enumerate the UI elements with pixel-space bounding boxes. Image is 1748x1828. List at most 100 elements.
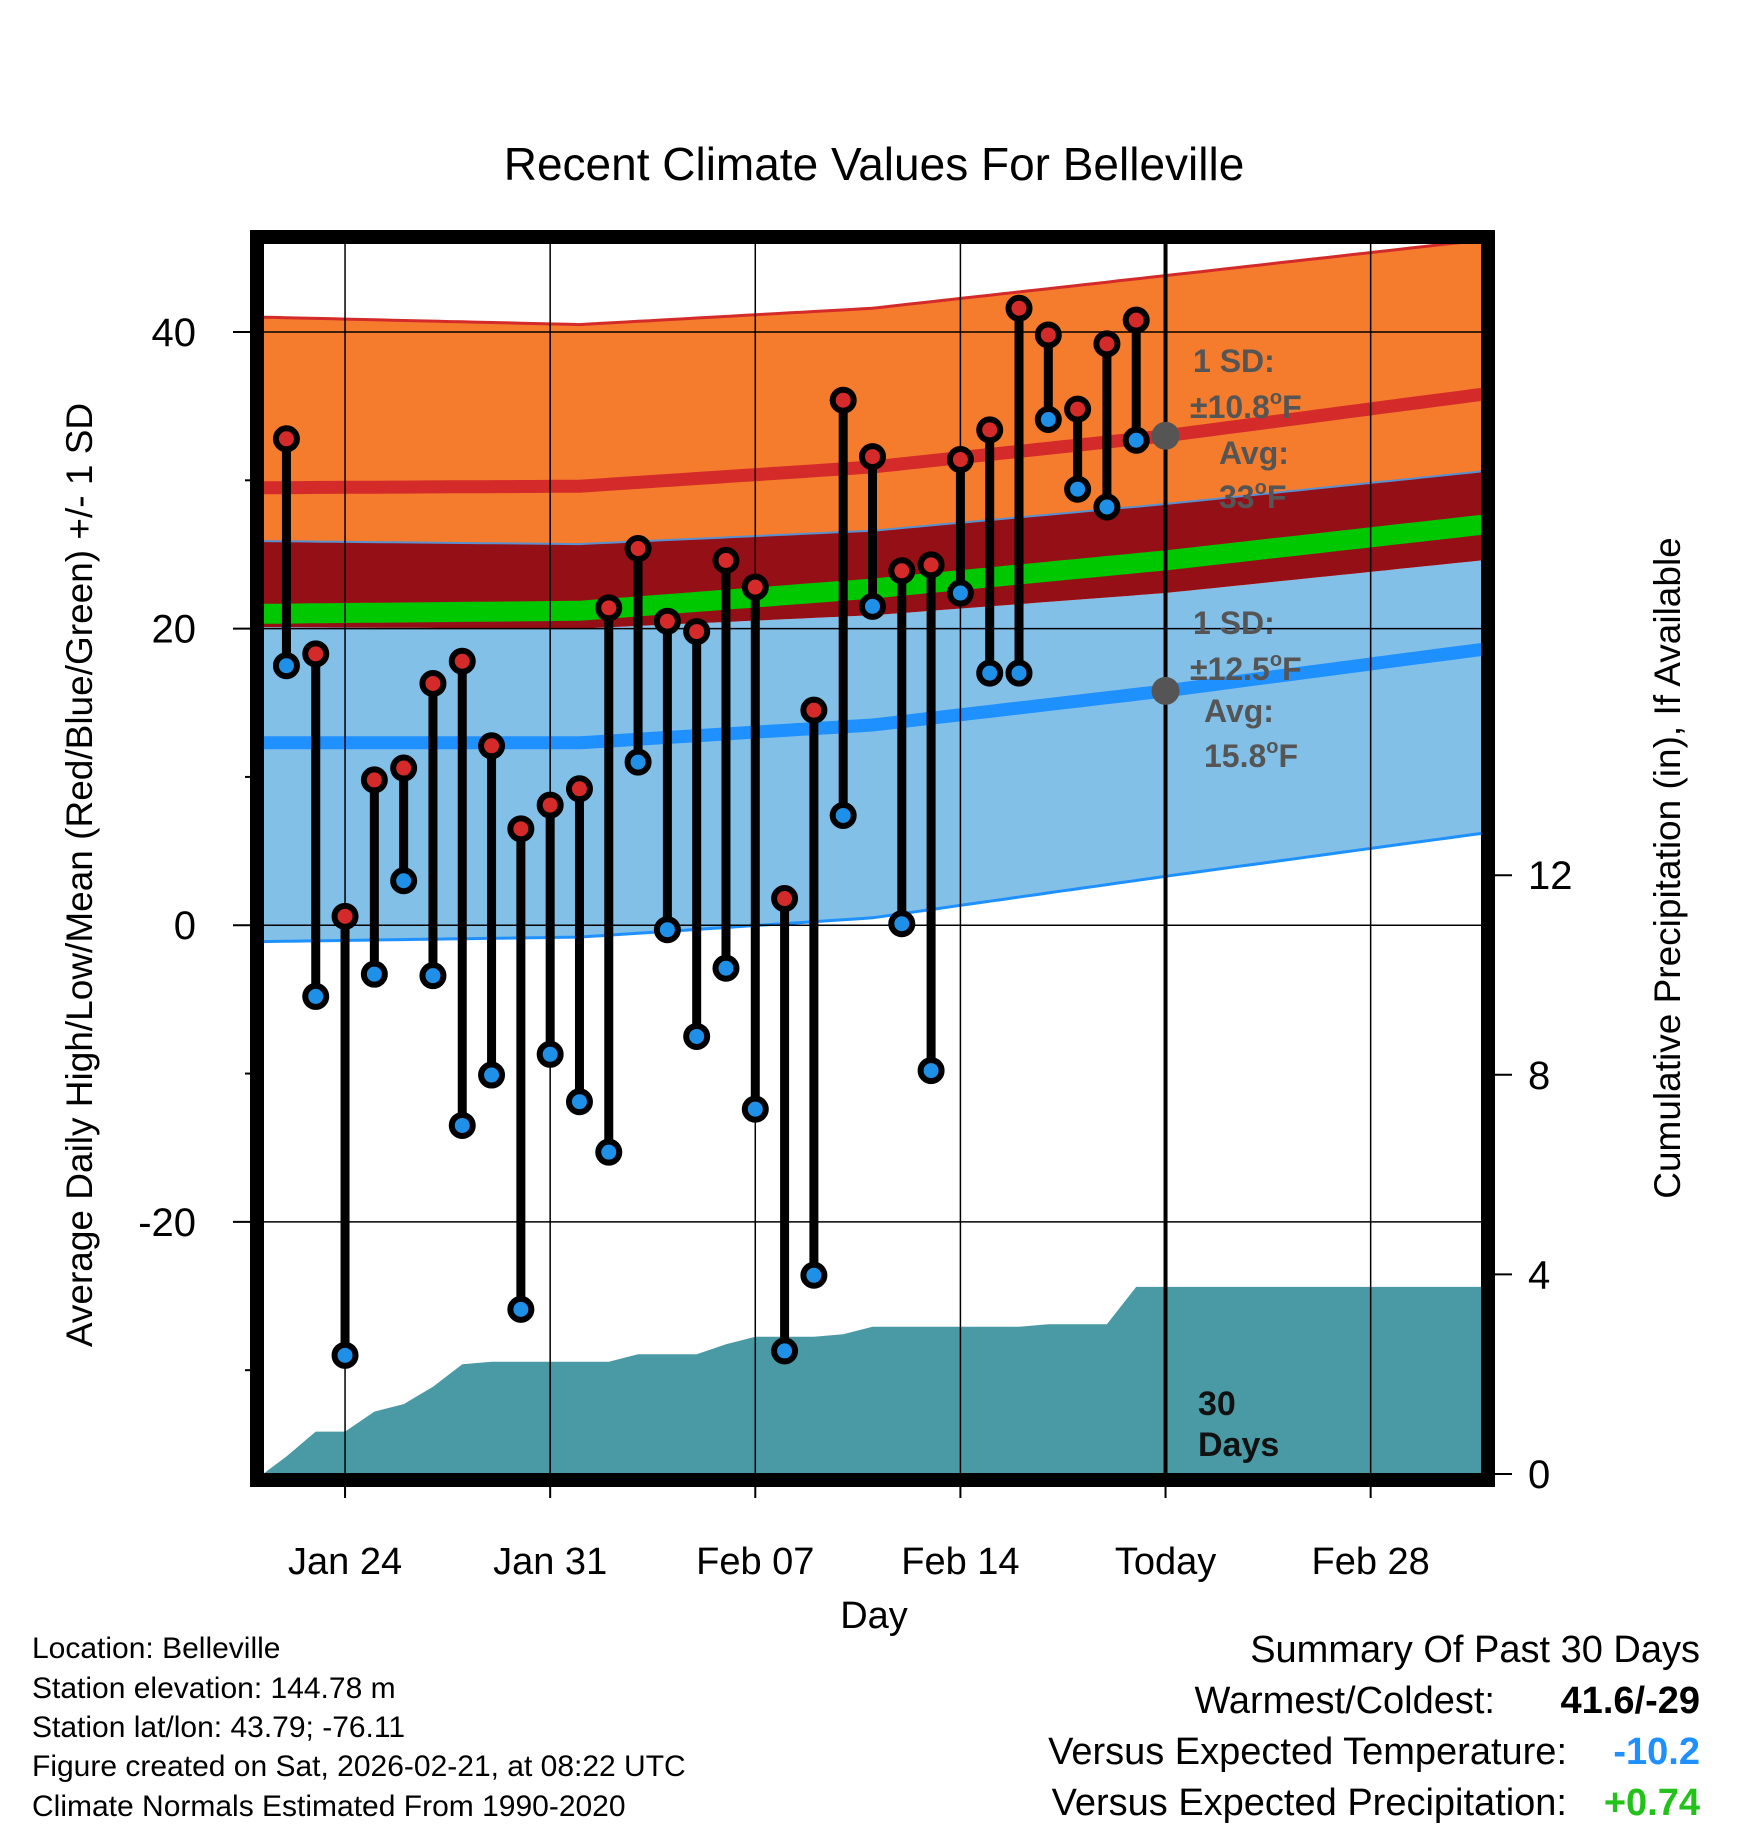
low-point bbox=[888, 910, 916, 938]
precip-deviation-value: +0.74 bbox=[1604, 1782, 1700, 1824]
days-word: Days bbox=[1198, 1426, 1279, 1464]
low-point bbox=[302, 982, 330, 1010]
y-tick-label: -20 bbox=[138, 1201, 196, 1245]
days-number: 30 bbox=[1198, 1385, 1236, 1423]
y-right-tick-label: 4 bbox=[1528, 1253, 1550, 1297]
high-point bbox=[1064, 395, 1092, 423]
high-sd-value: ±10.8oF bbox=[1190, 387, 1302, 425]
x-tick-label: Feb 28 bbox=[1311, 1541, 1429, 1583]
high-point bbox=[859, 443, 886, 471]
y-tick-label: 0 bbox=[174, 904, 196, 948]
high-sd-label: 1 SD: bbox=[1193, 343, 1275, 379]
high-point bbox=[741, 573, 769, 601]
high-point bbox=[1034, 321, 1062, 349]
high-sd-band bbox=[263, 243, 1482, 545]
plot-frame bbox=[250, 230, 1495, 1487]
high-point bbox=[1093, 330, 1121, 358]
high-point bbox=[683, 618, 711, 646]
low-sd-band bbox=[263, 560, 1482, 942]
precip-deviation-label: Versus Expected Precipitation: bbox=[1052, 1782, 1567, 1824]
low-sd-label: 1 SD: bbox=[1193, 605, 1275, 641]
footer-elevation: Station elevation: 144.78 m bbox=[32, 1672, 396, 1705]
y-tick-label: 20 bbox=[152, 608, 197, 652]
low-point bbox=[448, 1111, 476, 1139]
temp-deviation-value: -10.2 bbox=[1613, 1731, 1700, 1773]
warmest-coldest-value: 41.6/-29 bbox=[1561, 1680, 1700, 1722]
x-tick-label: Feb 07 bbox=[696, 1541, 814, 1583]
high-point bbox=[595, 594, 623, 622]
low-point bbox=[565, 1088, 593, 1116]
low-point bbox=[272, 652, 300, 680]
footer-location: Location: Belleville bbox=[32, 1632, 280, 1665]
high-point bbox=[419, 669, 447, 697]
low-point bbox=[536, 1040, 564, 1068]
y-axis-title: Average Daily High/Low/Mean (Red/Blue/Gr… bbox=[59, 403, 100, 1347]
high-point bbox=[536, 791, 564, 819]
daily-points bbox=[272, 294, 1150, 1369]
low-sd-value: ±12.5oF bbox=[1190, 649, 1302, 687]
high-point bbox=[360, 766, 388, 794]
low-point bbox=[829, 801, 857, 829]
low-point bbox=[624, 748, 652, 776]
temp-deviation-label: Versus Expected Temperature: bbox=[1048, 1731, 1567, 1773]
y-right-tick-label: 12 bbox=[1528, 854, 1573, 898]
high-point bbox=[712, 546, 740, 574]
low-point bbox=[917, 1057, 945, 1085]
low-avg-marker bbox=[1151, 676, 1180, 705]
low-point bbox=[771, 1337, 799, 1365]
low-point bbox=[1122, 426, 1150, 454]
high-point bbox=[448, 647, 476, 675]
high-point bbox=[888, 557, 916, 585]
footer-created: Figure created on Sat, 2026-02-21, at 08… bbox=[32, 1750, 686, 1783]
high-avg-value: 33oF bbox=[1219, 477, 1286, 515]
high-point bbox=[1122, 306, 1150, 334]
summary-title: Summary Of Past 30 Days bbox=[1250, 1629, 1700, 1671]
axes: Jan 24 Jan 31 Feb 07 Feb 14 Today Feb 2840200… bbox=[138, 311, 1572, 1583]
footer-normals: Climate Normals Estimated From 1990-2020 bbox=[32, 1790, 626, 1823]
low-point bbox=[976, 659, 1004, 687]
y-axis-right-title: Cumulative Precipitation (in), If Availa… bbox=[1647, 537, 1688, 1199]
low-point bbox=[946, 579, 974, 607]
high-point bbox=[390, 754, 418, 782]
low-point bbox=[360, 960, 388, 988]
low-point bbox=[800, 1261, 828, 1289]
daily-range-stems bbox=[281, 308, 1141, 1356]
high-point bbox=[800, 696, 828, 724]
high-point bbox=[1005, 294, 1033, 322]
low-avg-label: Avg: bbox=[1204, 693, 1274, 729]
y-right-tick-label: 0 bbox=[1528, 1453, 1550, 1497]
y-right-tick-label: 8 bbox=[1528, 1054, 1550, 1098]
high-point bbox=[565, 775, 593, 803]
low-point bbox=[1034, 405, 1062, 433]
footer-latlon: Station lat/lon: 43.79; -76.11 bbox=[32, 1711, 405, 1744]
low-avg-value: 15.8oF bbox=[1204, 736, 1298, 774]
warmest-coldest-label: Warmest/Coldest: bbox=[1194, 1680, 1495, 1722]
high-point bbox=[771, 885, 799, 913]
low-point bbox=[1005, 659, 1033, 687]
low-point bbox=[331, 1341, 359, 1369]
high-upper-edge bbox=[263, 243, 1470, 327]
low-point bbox=[683, 1022, 711, 1050]
chart-title: Recent Climate Values For Belleville bbox=[504, 138, 1245, 190]
high-point bbox=[272, 425, 300, 453]
x-tick-label: Feb 14 bbox=[901, 1541, 1019, 1583]
low-point bbox=[1093, 493, 1121, 521]
x-tick-label: Jan 24 bbox=[288, 1541, 402, 1583]
low-point bbox=[741, 1095, 769, 1123]
station-info: Location: Belleville Station elevation: … bbox=[32, 1632, 686, 1823]
low-point bbox=[390, 867, 418, 895]
low-point bbox=[507, 1295, 535, 1323]
low-point bbox=[595, 1138, 623, 1166]
high-avg-label: Avg: bbox=[1219, 435, 1289, 471]
high-point bbox=[624, 535, 652, 563]
x-tick-label: Today bbox=[1115, 1541, 1216, 1583]
high-point bbox=[478, 732, 506, 760]
high-point bbox=[507, 815, 535, 843]
low-point bbox=[478, 1061, 506, 1089]
low-point bbox=[859, 592, 886, 620]
high-point bbox=[302, 640, 330, 668]
x-tick-label: Jan 31 bbox=[493, 1541, 607, 1583]
plot-border bbox=[250, 230, 1495, 1487]
summary-panel: Summary Of Past 30 Days Warmest/Coldest:… bbox=[1048, 1629, 1700, 1824]
x-axis-title: Day bbox=[840, 1595, 908, 1637]
